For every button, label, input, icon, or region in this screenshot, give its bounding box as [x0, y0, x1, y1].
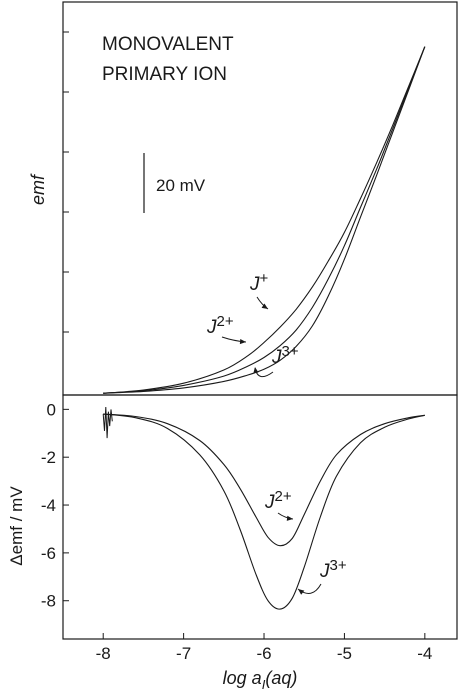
- top-line-series-1: [103, 46, 426, 394]
- top-line-series-2: [103, 46, 426, 394]
- bottom-label-series-2-main: J: [319, 561, 330, 582]
- bottom-series-labels: J2+J3+: [264, 488, 347, 595]
- bottom-y-axis-label: Δemf / mV: [7, 486, 26, 566]
- top-label-series-3: J3+: [271, 343, 299, 368]
- bottom-line-series-2: [103, 413, 425, 610]
- top-arrow-series-3-head: [253, 367, 259, 374]
- top-arrow-series-1-head: [261, 303, 268, 309]
- bottom-y-tick-label: -4: [41, 496, 56, 515]
- bottom-label-series-1-superscript: 2+: [275, 488, 292, 505]
- bottom-label-series-2-superscript: 3+: [330, 557, 347, 574]
- bottom-y-ticks: 0 -2 -4 -6 -8: [41, 400, 69, 611]
- bottom-y-tick-label: -8: [41, 592, 56, 611]
- top-label-series-1: J+: [249, 270, 269, 295]
- top-label-series-1-superscript: +: [260, 270, 269, 287]
- top-label-series-2-superscript: 2+: [217, 313, 234, 330]
- bottom-y-tick-label: -2: [41, 448, 56, 467]
- top-label-series-3-main: J: [271, 347, 282, 368]
- bottom-line-series-1: [103, 413, 425, 547]
- bottom-panel: 0-2-4-6-8 -8 -7 -6 -5 -4 Δemf / mV J2+J3+ lo…: [7, 394, 458, 692]
- x-tick-label: -4: [417, 644, 432, 663]
- bottom-noise-trace: [102, 406, 113, 439]
- x-tick-label: -6: [256, 644, 271, 663]
- x-axis-label: log aI(aq): [223, 668, 298, 692]
- bottom-x-ticks: -8 -7 -6 -5 -4: [96, 633, 432, 663]
- top-series-labels: J+J2+J3+: [206, 270, 299, 378]
- bottom-arrow-series-1-head: [286, 515, 293, 521]
- top-y-axis-label: emf: [28, 173, 48, 205]
- bottom-y-tick-label: 0: [47, 400, 56, 419]
- bottom-plot-frame: [62, 394, 458, 640]
- top-panel: MONOVALENT PRIMARY ION 20 mV emf J+J2+J3…: [28, 1, 458, 396]
- x-axis-label-sub: I: [262, 677, 266, 692]
- bottom-y-tick-label: -6: [41, 544, 56, 563]
- bottom-series-lines: [102, 406, 425, 610]
- top-series-lines: [103, 46, 426, 394]
- bottom-label-series-1: J2+: [264, 488, 292, 513]
- x-axis-label-main: log a: [223, 668, 262, 688]
- bottom-arrow-series-2-head: [298, 589, 305, 595]
- top-line-series-3: [103, 46, 426, 394]
- x-tick-label: -5: [337, 644, 352, 663]
- top-label-series-2: J2+: [206, 313, 234, 338]
- annotation-line-2: PRIMARY ION: [102, 64, 227, 85]
- top-label-series-3-superscript: 3+: [282, 343, 299, 360]
- x-tick-label: -8: [96, 644, 111, 663]
- top-arrow-series-2-head: [239, 338, 246, 345]
- bottom-label-series-2: J3+: [319, 557, 347, 582]
- x-tick-label: -7: [176, 644, 191, 663]
- scale-bar-label: 20 mV: [156, 176, 206, 195]
- annotation-line-1: MONOVALENT: [102, 34, 234, 55]
- bottom-label-series-1-main: J: [264, 492, 275, 513]
- top-plot-frame: [62, 1, 458, 396]
- top-label-series-1-main: J: [249, 274, 260, 295]
- top-label-series-2-main: J: [206, 317, 217, 338]
- x-axis-label-tail: (aq): [265, 668, 297, 688]
- top-y-ticks: [63, 31, 69, 333]
